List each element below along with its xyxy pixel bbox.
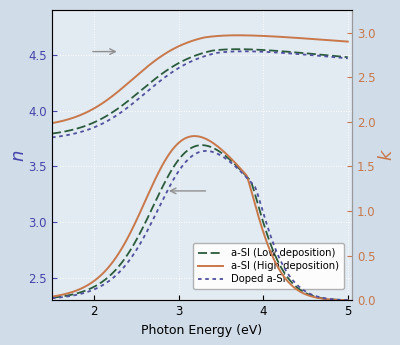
- Y-axis label: k: k: [377, 150, 395, 160]
- Legend: a-SI (Low deposition), a-SI (High deposition), Doped a-Si: a-SI (Low deposition), a-SI (High deposi…: [193, 243, 344, 289]
- X-axis label: Photon Energy (eV): Photon Energy (eV): [142, 324, 262, 337]
- Y-axis label: n: n: [9, 150, 27, 161]
